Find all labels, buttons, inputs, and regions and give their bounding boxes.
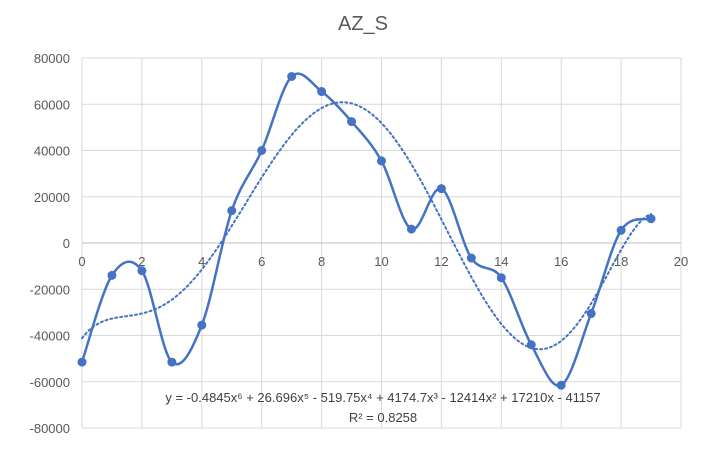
- trendline: [81, 101, 653, 351]
- series-line: [80, 72, 652, 387]
- x-axis-tick-labels: 0 2 4 6 8 10 12 14 16 18 20: [78, 254, 688, 269]
- data-point: [586, 309, 596, 319]
- y-tick-label: 60000: [34, 97, 70, 112]
- data-points: [77, 72, 656, 390]
- x-tick-label: 2: [138, 254, 145, 269]
- x-tick-label: 16: [554, 254, 568, 269]
- y-tick-label: 80000: [34, 51, 70, 66]
- data-point: [317, 87, 327, 97]
- x-tick-label: 8: [318, 254, 325, 269]
- data-point: [377, 156, 386, 166]
- x-tick-label: 0: [78, 254, 85, 269]
- data-point: [347, 117, 357, 127]
- data-point: [227, 206, 237, 216]
- data-point: [616, 225, 626, 235]
- y-tick-label: 40000: [34, 144, 70, 159]
- data-point: [137, 266, 147, 276]
- y-tick-label: -20000: [30, 282, 70, 297]
- data-point: [167, 357, 177, 367]
- y-axis-tick-labels: 80000 60000 40000 20000 0 -20000 -40000 -60000 -…: [30, 51, 70, 436]
- grid: [81, 57, 682, 429]
- data-point: [556, 380, 566, 390]
- y-tick-label: -60000: [30, 375, 70, 390]
- x-tick-label: 20: [674, 254, 688, 269]
- chart-title: AZ_S: [338, 13, 388, 35]
- data-point: [436, 184, 446, 194]
- x-tick-label: 14: [494, 254, 508, 269]
- data-point: [257, 146, 267, 155]
- y-tick-label: 20000: [34, 190, 70, 205]
- data-point: [107, 270, 117, 280]
- trendline-equation: y = -0.4845x⁶ + 26.696x⁵ - 519.75x⁴ + 41…: [165, 390, 600, 405]
- data-point: [646, 214, 656, 224]
- data-point: [197, 320, 207, 330]
- data-point: [526, 340, 536, 350]
- x-tick-label: 12: [434, 254, 448, 269]
- x-tick-label: 6: [258, 254, 265, 269]
- x-tick-label: 10: [374, 254, 388, 269]
- data-point: [287, 72, 297, 81]
- trendline-r-squared: R² = 0.8258: [349, 410, 417, 425]
- y-tick-label: -80000: [30, 421, 70, 436]
- data-point: [466, 253, 476, 263]
- x-tick-label: 4: [198, 254, 205, 269]
- y-tick-label: 0: [63, 236, 70, 251]
- data-point: [496, 273, 506, 283]
- data-point: [77, 357, 87, 367]
- x-tick-label: 18: [614, 254, 628, 269]
- data-point: [406, 224, 416, 234]
- y-tick-label: -40000: [30, 329, 70, 344]
